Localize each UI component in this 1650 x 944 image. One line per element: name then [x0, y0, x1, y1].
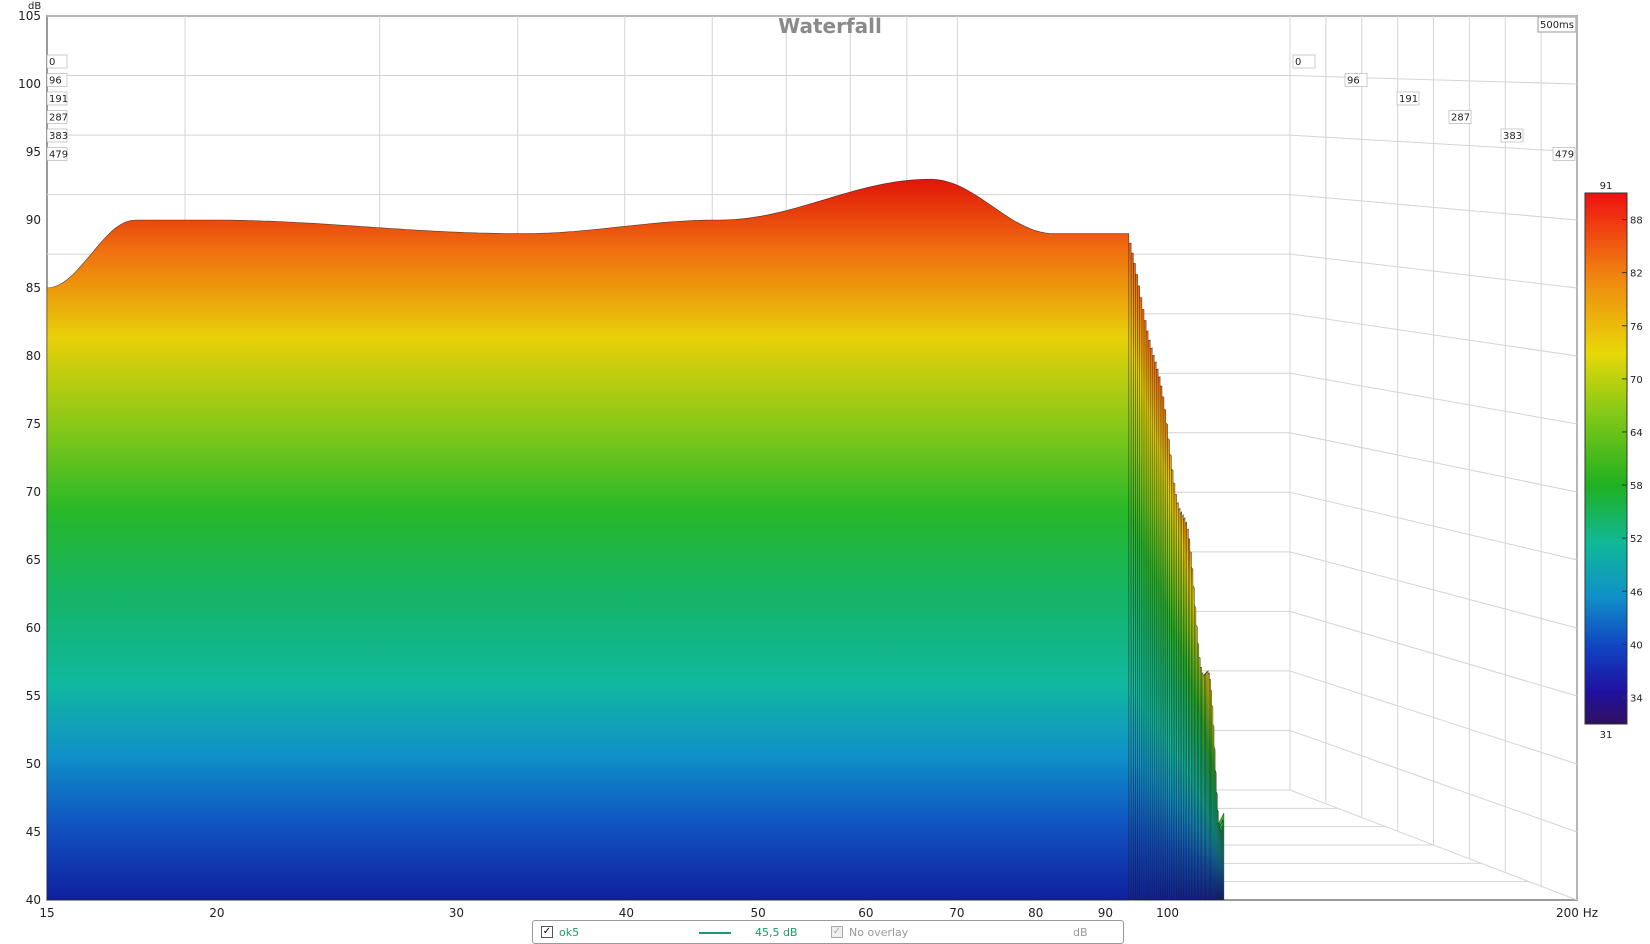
- colorbar-tick-label: 34: [1630, 693, 1643, 704]
- waterfall-slice: [47, 178, 1130, 900]
- y-axis-label: dB: [28, 1, 41, 12]
- x-tick-label: 200 Hz: [1556, 906, 1598, 920]
- colorbar-tick-label: 58: [1630, 481, 1643, 492]
- x-axis-ticks: 15 20 30 40 50 60 70 80 90 100 200 Hz: [39, 906, 1598, 920]
- overlay-label: No overlay: [849, 926, 909, 939]
- colorbar-tick-label: 82: [1630, 269, 1643, 280]
- time-tick-box: [46, 54, 68, 69]
- series-checkbox[interactable]: ✓: [541, 926, 553, 938]
- x-tick-label: 15: [39, 906, 54, 920]
- colorbar-gradient: [1584, 192, 1628, 725]
- series-name: ok5: [559, 926, 580, 939]
- time-tick-label-diag: 383: [1503, 131, 1522, 142]
- y-tick-label: 55: [26, 689, 41, 703]
- y-tick-label: 60: [26, 621, 41, 635]
- x-tick-label: 100: [1156, 906, 1179, 920]
- time-tick-label-left: 191: [49, 94, 68, 105]
- time-tick-box: [1396, 91, 1420, 106]
- x-tick-label: 20: [209, 906, 224, 920]
- chart-title: Waterfall: [778, 14, 882, 38]
- time-tick-box: [46, 73, 68, 87]
- colorbar: 91 31 34 40 46 52 58 64 70 76 82 88: [1584, 181, 1643, 741]
- time-tick-box: [1448, 110, 1472, 124]
- y-tick-label: 85: [26, 281, 41, 295]
- time-tick-box: [1344, 73, 1368, 87]
- overlay-checkbox[interactable]: ✓: [831, 926, 843, 938]
- time-tick-label-left: 479: [49, 150, 68, 161]
- colorbar-max-label: 91: [1600, 181, 1613, 192]
- y-tick-label: 50: [26, 757, 41, 771]
- time-tick-box: [46, 110, 68, 124]
- time-tick-label-left: 0: [49, 57, 55, 68]
- time-tick-box: [1552, 147, 1576, 161]
- time-window-box: [1537, 16, 1577, 33]
- waterfall-chart: Waterfall 500ms dB 40 45 50 55 60 65 70 75 80 85 9…: [18, 1, 1643, 920]
- x-tick-label: 50: [751, 906, 766, 920]
- time-tick-label-left: 383: [49, 131, 68, 142]
- time-tick-box: [1292, 54, 1316, 69]
- colorbar-tick-label: 76: [1630, 322, 1643, 333]
- overlay-unit: dB: [1073, 926, 1088, 939]
- legend-bar: ✓ ok5 45,5 dB ✓ No overlay dB: [532, 920, 1124, 944]
- x-tick-label: 70: [949, 906, 964, 920]
- colorbar-tick-label: 52: [1630, 534, 1643, 545]
- time-tick-label-diag: 287: [1451, 113, 1470, 124]
- x-tick-label: 80: [1028, 906, 1043, 920]
- colorbar-min-label: 31: [1600, 730, 1613, 741]
- colorbar-tick-label: 64: [1630, 428, 1643, 439]
- y-tick-label: 105: [18, 9, 41, 23]
- time-tick-box: [46, 128, 68, 143]
- colorbar-tick-label: 40: [1630, 640, 1643, 651]
- y-tick-label: 100: [18, 77, 41, 91]
- y-tick-label: 90: [26, 213, 41, 227]
- y-tick-label: 40: [26, 893, 41, 907]
- y-tick-label: 45: [26, 825, 41, 839]
- colorbar-tick-label: 88: [1630, 216, 1643, 227]
- x-tick-label: 30: [449, 906, 464, 920]
- time-tick-box: [46, 147, 68, 161]
- x-tick-label: 60: [858, 906, 873, 920]
- time-tick-label-left: 287: [49, 113, 68, 124]
- time-tick-box: [46, 91, 68, 106]
- colorbar-tick-label: 46: [1630, 587, 1643, 598]
- y-axis-ticks: 40 45 50 55 60 65 70 75 80 85 90 95 100 105: [18, 9, 41, 907]
- time-tick-label-diag: 0: [1295, 57, 1301, 68]
- waterfall-surface: [47, 178, 1225, 900]
- time-tick-box: [1500, 128, 1524, 143]
- time-tick-label-diag: 96: [1347, 76, 1360, 87]
- time-tick-label-diag: 191: [1399, 94, 1418, 105]
- time-tick-label-diag: 479: [1555, 150, 1574, 161]
- y-tick-label: 65: [26, 553, 41, 567]
- y-tick-label: 95: [26, 145, 41, 159]
- x-tick-label: 40: [619, 906, 634, 920]
- x-tick-label: 90: [1098, 906, 1113, 920]
- time-window-label: 500ms: [1540, 20, 1574, 31]
- colorbar-tick-label: 70: [1630, 375, 1643, 386]
- series-value: 45,5 dB: [755, 926, 798, 939]
- y-tick-label: 75: [26, 417, 41, 431]
- y-tick-label: 70: [26, 485, 41, 499]
- series-line-swatch: [699, 932, 731, 934]
- time-axis-ticks: 0 0 96 96 191 191 287 287 383 383 479 479: [46, 54, 1576, 161]
- y-tick-label: 80: [26, 349, 41, 363]
- time-tick-label-left: 96: [49, 76, 62, 87]
